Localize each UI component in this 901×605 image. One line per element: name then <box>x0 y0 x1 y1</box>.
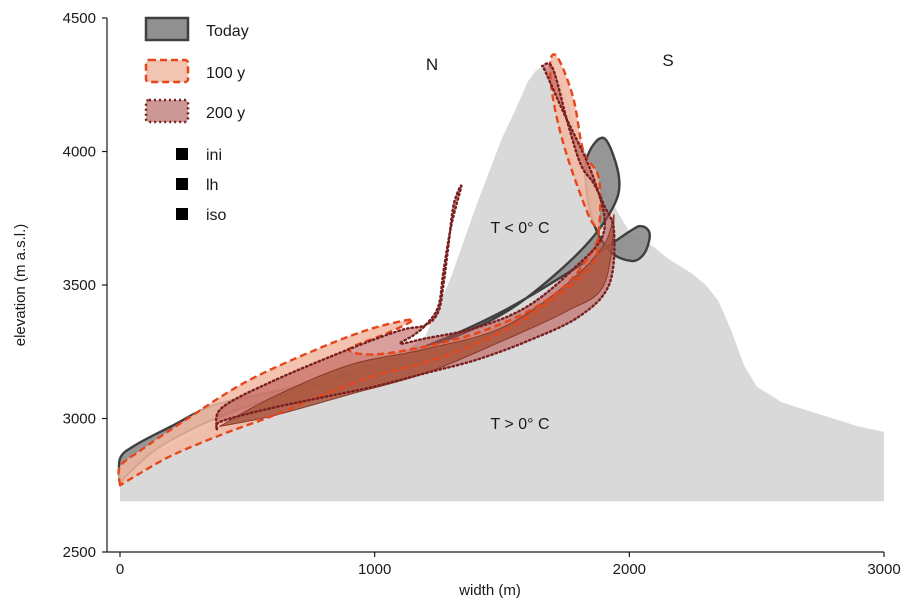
annotation-cold: T < 0° C <box>490 220 549 237</box>
y-tick-label: 4000 <box>63 144 96 161</box>
marker-square-iso <box>176 208 188 220</box>
marker-square-ini <box>176 148 188 160</box>
marker-label-lh: lh <box>206 177 218 194</box>
series-100y-outline <box>117 53 602 487</box>
legend-label-200y: 200 y <box>206 105 245 122</box>
marker-label-iso: iso <box>206 207 227 224</box>
legend-label-100y: 100 y <box>206 65 245 82</box>
annotation-south: S <box>662 51 673 70</box>
mountain-profile <box>120 66 884 502</box>
x-tick-label: 0 <box>116 561 124 578</box>
legend-swatch-100y <box>144 58 190 84</box>
y-tick-label: 3000 <box>63 411 96 428</box>
x-tick-label: 1000 <box>358 561 391 578</box>
series-100y-area <box>118 54 601 486</box>
ticks: 0 1000 2000 3000 2500 3000 3500 4000 4500 <box>63 10 901 578</box>
plot-area <box>117 53 884 502</box>
legend-label-today: Today <box>206 23 249 40</box>
annotation-warm: T > 0° C <box>490 416 549 433</box>
y-tick-label: 2500 <box>63 544 96 561</box>
y-axis-label: elevation (m a.s.l.) <box>12 224 29 347</box>
y-tick-label: 3500 <box>63 277 96 294</box>
marker-label-ini: ini <box>206 147 222 164</box>
x-tick-label: 2000 <box>613 561 646 578</box>
y-tick-label: 4500 <box>63 10 96 27</box>
legend-swatch-today <box>144 16 190 42</box>
axes: 0 1000 2000 3000 2500 3000 3500 4000 4500 <box>63 10 901 578</box>
legend: Today 100 y 200 y ini lh iso <box>144 16 249 224</box>
series-overlap-band <box>219 213 615 427</box>
series-200y-outline <box>214 62 616 431</box>
legend-swatch-200y <box>144 98 190 124</box>
marker-square-lh <box>176 178 188 190</box>
x-axis-label: width (m) <box>458 582 521 599</box>
series-200y-area <box>216 63 615 430</box>
annotation-north: N <box>426 55 438 74</box>
x-tick-label: 3000 <box>867 561 900 578</box>
